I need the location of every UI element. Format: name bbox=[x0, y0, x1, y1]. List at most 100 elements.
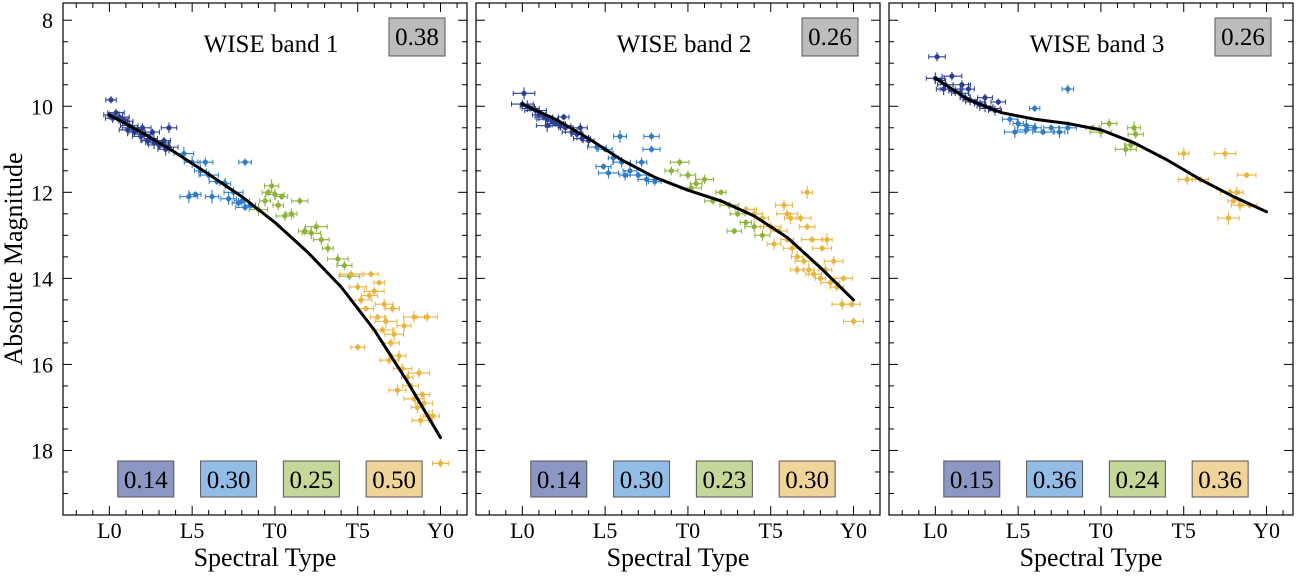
point-marker bbox=[784, 211, 790, 217]
point-marker bbox=[308, 230, 314, 236]
point-marker bbox=[577, 125, 583, 131]
data-point bbox=[322, 243, 334, 254]
point-marker bbox=[668, 168, 674, 174]
group-rms-value: 0.30 bbox=[785, 467, 829, 494]
point-marker bbox=[419, 391, 425, 398]
point-marker bbox=[751, 224, 757, 230]
point-marker bbox=[1048, 125, 1054, 131]
data-point bbox=[694, 174, 715, 185]
total-rms-badge bbox=[388, 17, 446, 57]
data-point bbox=[1101, 118, 1118, 129]
point-marker bbox=[1184, 176, 1190, 183]
point-marker bbox=[1032, 105, 1038, 112]
point-marker bbox=[1181, 150, 1187, 157]
data-point bbox=[637, 173, 656, 186]
data-point bbox=[403, 395, 425, 402]
point-marker bbox=[638, 159, 645, 165]
data-point bbox=[385, 304, 400, 313]
point-marker bbox=[376, 280, 382, 286]
group-rms-badge bbox=[1108, 460, 1166, 498]
point-marker bbox=[806, 267, 812, 273]
y-tick-label: 8 bbox=[42, 8, 53, 33]
data-point bbox=[291, 197, 309, 205]
point-marker bbox=[421, 400, 427, 406]
data-point bbox=[204, 189, 220, 204]
total-rms-value: 0.26 bbox=[1221, 24, 1265, 51]
series-t5-y0 bbox=[339, 270, 449, 468]
data-point bbox=[272, 200, 285, 211]
data-point bbox=[133, 123, 152, 133]
point-marker bbox=[622, 172, 628, 178]
point-marker bbox=[1056, 129, 1063, 135]
data-point bbox=[834, 275, 853, 282]
point-marker bbox=[1023, 127, 1030, 133]
data-point bbox=[739, 219, 752, 226]
data-point bbox=[350, 343, 366, 351]
group-rms-badge bbox=[1191, 460, 1249, 498]
point-marker bbox=[840, 275, 847, 281]
data-point bbox=[373, 279, 386, 286]
data-point bbox=[339, 270, 363, 278]
series-l0-l4 bbox=[925, 52, 1007, 116]
point-marker bbox=[302, 228, 308, 234]
data-point bbox=[572, 122, 588, 133]
point-marker bbox=[731, 228, 737, 234]
data-point bbox=[821, 233, 833, 246]
data-point bbox=[374, 315, 398, 328]
point-marker bbox=[718, 189, 724, 195]
point-marker bbox=[819, 245, 825, 251]
point-marker bbox=[1123, 146, 1129, 152]
point-marker bbox=[297, 198, 303, 204]
point-marker bbox=[801, 258, 807, 264]
point-marker bbox=[242, 159, 248, 165]
point-marker bbox=[379, 327, 386, 333]
series-t0-t4 bbox=[664, 158, 771, 241]
point-marker bbox=[600, 163, 607, 170]
data-point bbox=[1227, 197, 1240, 205]
data-point bbox=[432, 459, 449, 468]
y-axis-title: Absolute Magnitude bbox=[0, 152, 28, 365]
point-marker bbox=[648, 133, 655, 139]
data-point bbox=[160, 122, 178, 134]
point-marker bbox=[995, 99, 1001, 105]
x-axis-title: Spectral Type bbox=[1020, 543, 1163, 572]
series-l5-l9 bbox=[1001, 84, 1077, 139]
point-marker bbox=[685, 172, 691, 178]
panel-title: WISE band 1 bbox=[204, 31, 339, 58]
data-point bbox=[179, 190, 199, 204]
data-point bbox=[791, 251, 804, 263]
point-marker bbox=[225, 196, 232, 202]
data-point bbox=[304, 221, 328, 233]
data-point bbox=[360, 291, 378, 301]
point-marker bbox=[275, 202, 281, 208]
data-point bbox=[1032, 128, 1054, 136]
point-marker bbox=[386, 357, 392, 363]
point-marker bbox=[262, 198, 268, 204]
data-point bbox=[261, 188, 276, 197]
point-marker bbox=[242, 204, 248, 210]
group-rms-badge bbox=[282, 460, 340, 498]
data-point bbox=[1127, 121, 1142, 135]
panel-2: L0 L5 T0 T5 Y0 Spectral Type WISE band 2 0.26 0.… bbox=[475, 2, 881, 572]
group-rms-value: 0.36 bbox=[1033, 467, 1077, 494]
point-marker bbox=[648, 146, 655, 152]
point-marker bbox=[381, 301, 387, 307]
point-marker bbox=[149, 129, 156, 135]
point-marker bbox=[401, 323, 407, 329]
data-point bbox=[754, 229, 771, 241]
x-tick-label: T5 bbox=[758, 518, 782, 543]
x-tick-label: T0 bbox=[1089, 518, 1113, 543]
group-rms-badge bbox=[778, 460, 836, 498]
point-marker bbox=[949, 73, 955, 79]
x-tick-label: T5 bbox=[345, 518, 369, 543]
point-marker bbox=[643, 176, 650, 183]
data-point bbox=[595, 163, 612, 170]
data-point bbox=[238, 158, 252, 167]
data-point bbox=[327, 253, 349, 265]
point-marker bbox=[1131, 125, 1137, 131]
fit-curve bbox=[520, 102, 855, 302]
y-tick-label: 18 bbox=[31, 438, 53, 463]
point-marker bbox=[941, 86, 947, 92]
point-marker bbox=[804, 224, 810, 230]
